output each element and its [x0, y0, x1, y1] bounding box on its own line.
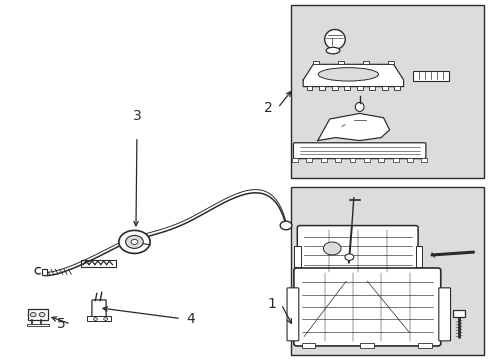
- Bar: [387, 61, 393, 64]
- Bar: [360, 343, 373, 348]
- FancyBboxPatch shape: [293, 268, 440, 346]
- Bar: [356, 86, 362, 90]
- FancyBboxPatch shape: [297, 226, 417, 276]
- Circle shape: [345, 254, 353, 260]
- Bar: [312, 61, 318, 64]
- Bar: [87, 316, 111, 321]
- Circle shape: [323, 242, 340, 255]
- Text: 1: 1: [267, 297, 276, 311]
- Bar: [349, 158, 355, 162]
- Bar: [293, 246, 300, 267]
- Text: 4: 4: [185, 312, 194, 325]
- Bar: [406, 158, 412, 162]
- Text: 5: 5: [57, 317, 66, 331]
- Circle shape: [39, 312, 45, 317]
- Bar: [290, 5, 483, 178]
- Ellipse shape: [318, 68, 378, 81]
- Bar: [334, 158, 340, 162]
- Ellipse shape: [354, 102, 363, 111]
- FancyBboxPatch shape: [438, 288, 449, 341]
- Bar: [337, 61, 343, 64]
- Bar: [28, 309, 48, 320]
- Bar: [337, 274, 348, 280]
- Bar: [344, 86, 349, 90]
- Circle shape: [125, 235, 143, 248]
- Bar: [291, 158, 297, 162]
- Circle shape: [93, 318, 97, 320]
- FancyBboxPatch shape: [92, 300, 106, 318]
- Bar: [363, 158, 369, 162]
- Bar: [412, 71, 448, 81]
- Circle shape: [103, 318, 107, 320]
- Bar: [27, 324, 49, 326]
- Bar: [308, 274, 320, 280]
- FancyBboxPatch shape: [286, 288, 298, 341]
- Bar: [320, 158, 326, 162]
- Bar: [366, 274, 377, 280]
- Circle shape: [131, 239, 138, 244]
- Bar: [301, 343, 315, 348]
- FancyBboxPatch shape: [293, 143, 425, 159]
- Bar: [306, 86, 312, 90]
- Polygon shape: [303, 64, 403, 87]
- Bar: [305, 158, 311, 162]
- Text: 3: 3: [132, 109, 141, 123]
- Bar: [331, 86, 337, 90]
- Bar: [290, 187, 483, 355]
- Bar: [394, 274, 406, 280]
- Bar: [421, 158, 427, 162]
- Ellipse shape: [325, 47, 339, 54]
- Bar: [41, 269, 47, 275]
- Bar: [417, 343, 431, 348]
- Bar: [319, 86, 325, 90]
- Bar: [394, 86, 400, 90]
- Bar: [381, 86, 387, 90]
- Bar: [81, 260, 116, 267]
- Circle shape: [119, 230, 150, 253]
- Circle shape: [280, 221, 291, 230]
- Bar: [452, 310, 465, 317]
- Bar: [392, 158, 398, 162]
- Text: 2: 2: [264, 101, 272, 115]
- Bar: [378, 158, 384, 162]
- Bar: [362, 61, 368, 64]
- Circle shape: [30, 312, 36, 317]
- Bar: [368, 86, 374, 90]
- Bar: [415, 246, 422, 267]
- Polygon shape: [317, 113, 389, 141]
- Ellipse shape: [324, 30, 345, 49]
